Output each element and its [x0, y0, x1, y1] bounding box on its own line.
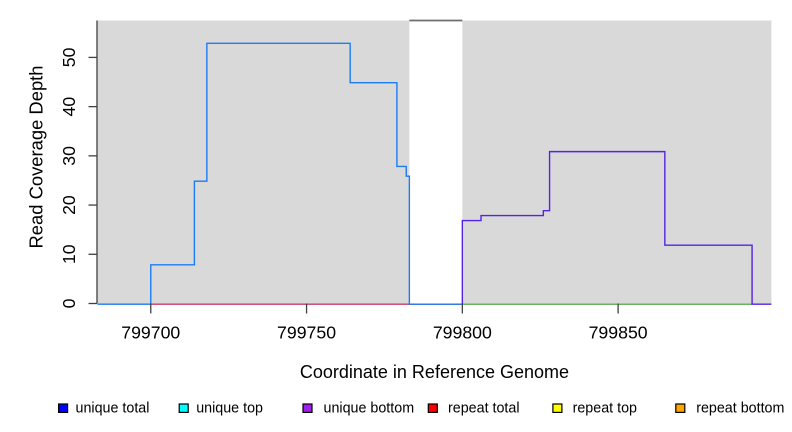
- legend-swatch-repeat-bottom: [675, 403, 686, 413]
- y-tick-label: 0: [59, 298, 79, 308]
- series-unique-coverage-left-region: [97, 42, 463, 305]
- legend-swatch-unique-bottom: [302, 403, 313, 413]
- legend-item-unique-top: unique top: [178, 401, 263, 417]
- legend: unique total unique top unique bottom repea…: [57, 401, 784, 417]
- x-tick-label: 799800: [433, 323, 492, 343]
- y-tick-label: 50: [59, 47, 79, 67]
- covered-region-shading: [97, 20, 772, 304]
- x-tick-label: 799850: [589, 323, 648, 343]
- legend-swatch-repeat-total: [427, 403, 438, 413]
- y-axis: 0 10 20 30 40 50: [59, 20, 98, 308]
- legend-item-repeat-top: repeat top: [552, 401, 637, 417]
- legend-swatch-unique-total: [57, 403, 69, 413]
- y-tick-label: 40: [59, 97, 79, 117]
- y-tick-label: 20: [59, 195, 79, 215]
- legend-label: repeat bottom: [696, 401, 784, 417]
- y-tick-label: 10: [59, 244, 79, 264]
- legend-label: unique bottom: [324, 401, 415, 417]
- legend-label: unique top: [196, 401, 263, 417]
- legend-item-repeat-bottom: repeat bottom: [675, 401, 784, 417]
- legend-label: repeat total: [448, 401, 520, 417]
- x-tick-label: 799750: [277, 323, 336, 343]
- legend-item-repeat-total: repeat total: [427, 401, 520, 417]
- legend-item-unique-total: unique total: [57, 401, 150, 417]
- legend-item-unique-bottom: unique bottom: [302, 401, 415, 417]
- legend-label: repeat top: [573, 401, 637, 417]
- legend-label: unique total: [76, 401, 150, 417]
- covered-region: [97, 20, 410, 304]
- legend-swatch-unique-top: [178, 403, 189, 413]
- x-axis: 799700 799750 799800 799850: [121, 303, 648, 343]
- series-unique-coverage-right-region: [461, 150, 772, 305]
- legend-swatch-repeat-top: [552, 403, 563, 413]
- covered-region: [462, 20, 772, 304]
- y-axis-title: Read Coverage Depth: [25, 66, 46, 249]
- x-axis-title: Coordinate in Reference Genome: [300, 362, 569, 382]
- x-tick-label: 799700: [121, 323, 180, 343]
- y-tick-label: 30: [59, 146, 79, 166]
- coverage-series-lines: [97, 42, 772, 305]
